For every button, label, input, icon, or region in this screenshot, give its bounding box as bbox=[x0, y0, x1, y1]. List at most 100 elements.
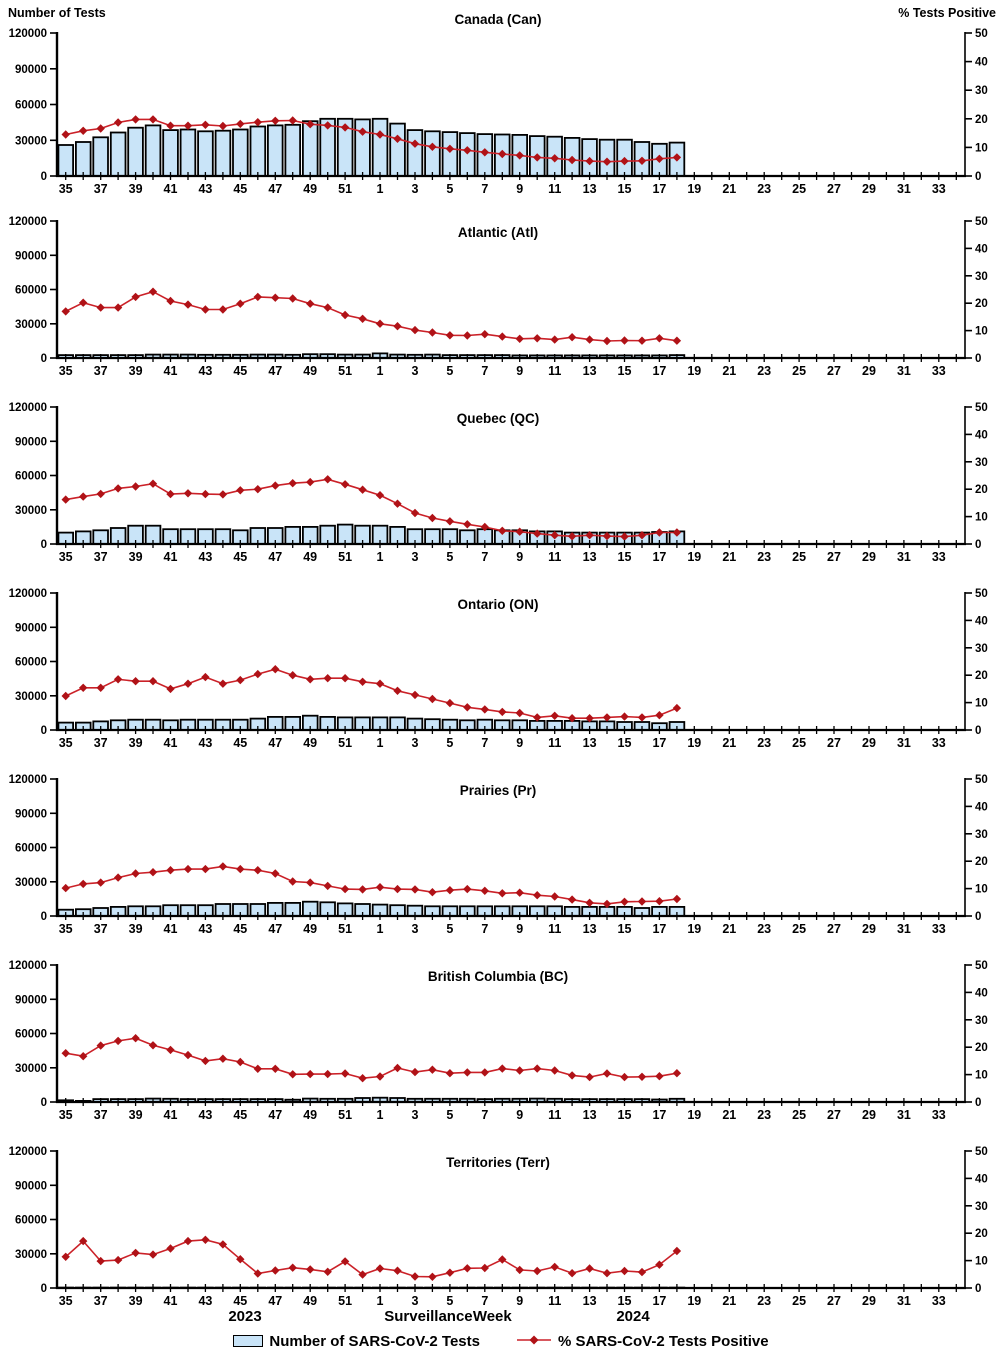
svg-text:21: 21 bbox=[722, 1294, 736, 1308]
svg-text:47: 47 bbox=[268, 1294, 282, 1308]
x-axis-title: Surveillance Week bbox=[384, 1308, 512, 1325]
svg-text:0: 0 bbox=[975, 911, 981, 923]
svg-text:30000: 30000 bbox=[15, 691, 47, 703]
svg-text:19: 19 bbox=[687, 736, 701, 750]
panel-title: Ontario (ON) bbox=[458, 597, 539, 612]
svg-text:43: 43 bbox=[198, 550, 212, 564]
y-axis-left bbox=[50, 1150, 59, 1289]
positivity-line bbox=[65, 865, 677, 905]
svg-text:1: 1 bbox=[377, 1108, 384, 1122]
svg-text:50: 50 bbox=[975, 402, 988, 414]
svg-text:9: 9 bbox=[516, 182, 523, 196]
svg-text:29: 29 bbox=[862, 550, 876, 564]
svg-text:37: 37 bbox=[94, 1294, 108, 1308]
svg-text:33: 33 bbox=[932, 1108, 946, 1122]
svg-text:0: 0 bbox=[41, 911, 47, 923]
svg-text:30000: 30000 bbox=[15, 1063, 47, 1075]
svg-text:20: 20 bbox=[975, 856, 988, 868]
svg-text:45: 45 bbox=[233, 364, 247, 378]
svg-text:39: 39 bbox=[129, 1294, 143, 1308]
svg-text:120000: 120000 bbox=[9, 588, 47, 600]
svg-text:9: 9 bbox=[516, 736, 523, 750]
svg-text:3: 3 bbox=[412, 922, 419, 936]
positivity-markers bbox=[61, 1235, 682, 1281]
svg-text:3: 3 bbox=[412, 1294, 419, 1308]
svg-text:11: 11 bbox=[548, 736, 561, 750]
svg-text:13: 13 bbox=[583, 364, 597, 378]
svg-text:40: 40 bbox=[975, 801, 988, 813]
svg-text:23: 23 bbox=[757, 364, 771, 378]
svg-text:33: 33 bbox=[932, 550, 946, 564]
svg-text:39: 39 bbox=[129, 1108, 143, 1122]
svg-text:13: 13 bbox=[583, 550, 597, 564]
svg-text:10: 10 bbox=[975, 698, 988, 710]
svg-text:7: 7 bbox=[481, 1108, 488, 1122]
svg-text:45: 45 bbox=[233, 922, 247, 936]
svg-text:17: 17 bbox=[652, 922, 666, 936]
y-axis-left bbox=[50, 32, 59, 177]
svg-text:7: 7 bbox=[481, 550, 488, 564]
svg-text:10: 10 bbox=[975, 326, 988, 338]
svg-text:0: 0 bbox=[975, 1097, 981, 1109]
svg-text:29: 29 bbox=[862, 364, 876, 378]
x-axis-footer: 2023 Surveillance Week 2024 bbox=[0, 1308, 1002, 1332]
svg-text:7: 7 bbox=[481, 364, 488, 378]
svg-text:9: 9 bbox=[516, 922, 523, 936]
svg-text:35: 35 bbox=[59, 922, 73, 936]
svg-text:33: 33 bbox=[932, 182, 946, 196]
svg-text:45: 45 bbox=[233, 182, 247, 196]
svg-text:47: 47 bbox=[268, 550, 282, 564]
svg-text:17: 17 bbox=[652, 364, 666, 378]
svg-text:30000: 30000 bbox=[15, 1249, 47, 1261]
y-axis-left bbox=[50, 592, 59, 731]
svg-text:19: 19 bbox=[687, 1294, 701, 1308]
positivity-markers bbox=[61, 1034, 682, 1083]
y-axis-right bbox=[964, 406, 972, 545]
svg-text:0: 0 bbox=[41, 539, 47, 551]
y-axis-right bbox=[964, 220, 972, 359]
svg-text:25: 25 bbox=[792, 550, 806, 564]
svg-text:19: 19 bbox=[687, 182, 701, 196]
svg-text:45: 45 bbox=[233, 736, 247, 750]
svg-text:0: 0 bbox=[975, 353, 981, 365]
svg-text:11: 11 bbox=[548, 182, 561, 196]
left-axis-title: Number of Tests bbox=[8, 6, 106, 20]
svg-text:0: 0 bbox=[975, 725, 981, 737]
chart-panel-territories-terr: 35 37 39 41 43 45 47 49 51 1 3 5 7 9 11 13 15 17 19 21 23 25 2… bbox=[9, 1146, 988, 1308]
svg-text:10: 10 bbox=[975, 512, 988, 524]
svg-text:60000: 60000 bbox=[15, 843, 47, 855]
svg-text:50: 50 bbox=[975, 216, 988, 228]
svg-text:51: 51 bbox=[338, 1294, 352, 1308]
svg-text:11: 11 bbox=[548, 364, 561, 378]
svg-text:33: 33 bbox=[932, 1294, 946, 1308]
svg-text:19: 19 bbox=[687, 1108, 701, 1122]
svg-text:23: 23 bbox=[757, 1294, 771, 1308]
svg-text:15: 15 bbox=[618, 1294, 632, 1308]
y-axis-right bbox=[964, 592, 972, 731]
svg-text:7: 7 bbox=[481, 736, 488, 750]
svg-text:33: 33 bbox=[932, 922, 946, 936]
svg-text:1: 1 bbox=[377, 182, 384, 196]
svg-text:13: 13 bbox=[583, 182, 597, 196]
svg-text:49: 49 bbox=[303, 550, 317, 564]
svg-text:33: 33 bbox=[932, 736, 946, 750]
svg-text:47: 47 bbox=[268, 922, 282, 936]
svg-text:9: 9 bbox=[516, 1294, 523, 1308]
x-axis bbox=[56, 726, 966, 734]
svg-text:49: 49 bbox=[303, 736, 317, 750]
svg-text:20: 20 bbox=[975, 1228, 988, 1240]
y-axis-left bbox=[50, 964, 59, 1103]
svg-text:25: 25 bbox=[792, 1294, 806, 1308]
svg-text:33: 33 bbox=[932, 364, 946, 378]
svg-text:43: 43 bbox=[198, 736, 212, 750]
svg-text:27: 27 bbox=[827, 550, 841, 564]
svg-text:13: 13 bbox=[583, 1108, 597, 1122]
svg-text:30: 30 bbox=[975, 271, 988, 283]
svg-text:13: 13 bbox=[583, 1294, 597, 1308]
x-axis bbox=[56, 1284, 966, 1292]
svg-text:27: 27 bbox=[827, 922, 841, 936]
tests-bars-series bbox=[57, 117, 686, 177]
svg-text:10: 10 bbox=[975, 142, 988, 154]
svg-text:37: 37 bbox=[94, 550, 108, 564]
